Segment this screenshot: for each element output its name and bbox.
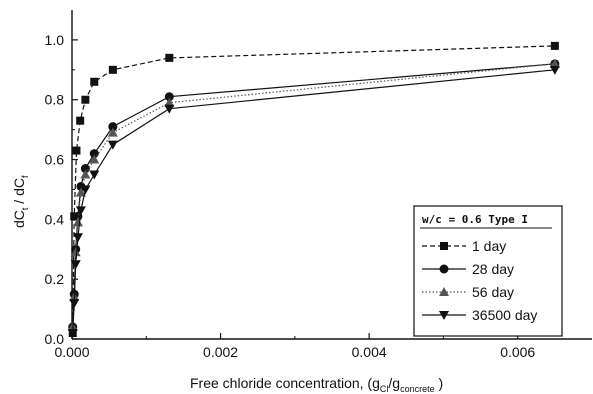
legend-entry: 36500 day — [422, 307, 537, 323]
legend-label: 36500 day — [472, 307, 537, 323]
data-point — [164, 92, 174, 102]
series-line — [72, 63, 555, 328]
legend-marker — [439, 264, 449, 274]
data-point — [107, 127, 118, 137]
series-line — [72, 69, 555, 334]
data-point — [80, 169, 91, 179]
legend-marker — [440, 242, 448, 250]
series-3 — [67, 65, 560, 339]
legend-label: 56 day — [472, 284, 514, 300]
data-point — [108, 65, 117, 74]
data-point — [72, 217, 83, 227]
y-tick-label: 0.6 — [45, 152, 65, 168]
legend-label: 1 day — [472, 238, 506, 254]
data-point — [89, 170, 100, 180]
data-point — [549, 58, 560, 68]
data-point — [75, 187, 86, 197]
y-tick-label: 0.0 — [45, 331, 65, 347]
y-tick-label: 0.4 — [45, 211, 65, 227]
y-tick-label: 1.0 — [45, 32, 65, 48]
data-point — [108, 122, 118, 132]
data-point — [72, 146, 81, 155]
legend-title: w/c = 0.6 Type I — [422, 213, 528, 226]
x-tick-label: 0.004 — [352, 344, 387, 360]
data-point — [72, 233, 83, 243]
data-point — [69, 299, 80, 309]
x-tick-label: 0.000 — [54, 344, 89, 360]
data-point — [76, 116, 85, 125]
y-axis-label: dCt / dCf — [11, 175, 30, 228]
data-point — [165, 53, 174, 62]
data-point — [90, 77, 99, 86]
y-tick-label: 0.2 — [45, 271, 65, 287]
data-point — [89, 154, 100, 164]
data-point — [107, 140, 118, 150]
data-point — [70, 247, 81, 257]
data-point — [75, 206, 86, 216]
y-tick-label: 0.8 — [45, 92, 65, 108]
legend-marker — [439, 311, 449, 320]
legend-marker — [439, 287, 449, 296]
data-point — [164, 104, 175, 114]
legend-entry: 1 day — [422, 238, 506, 254]
x-axis-label: Free chloride concentration, (gCl/gconcr… — [190, 375, 443, 394]
x-tick-label: 0.002 — [203, 344, 238, 360]
data-point — [81, 95, 90, 104]
data-point — [549, 65, 560, 75]
data-point — [164, 97, 175, 107]
legend-label: 28 day — [472, 261, 514, 277]
x-tick-label: 0.006 — [500, 344, 535, 360]
axes-layer: 0.0 0.2 0.4 0.6 0.8 1.0 0.000 0.002 0.004 0.006 — [45, 10, 592, 360]
data-point — [67, 329, 78, 339]
series-layer — [67, 41, 560, 339]
data-point — [80, 185, 91, 195]
data-point — [550, 41, 559, 50]
legend-entry: 56 day — [422, 284, 514, 300]
legend: w/c = 0.6 Type I 1 day 28 day 56 day 36500 d… — [413, 205, 563, 337]
legend-entry: 28 day — [422, 261, 514, 277]
data-point — [70, 260, 81, 270]
